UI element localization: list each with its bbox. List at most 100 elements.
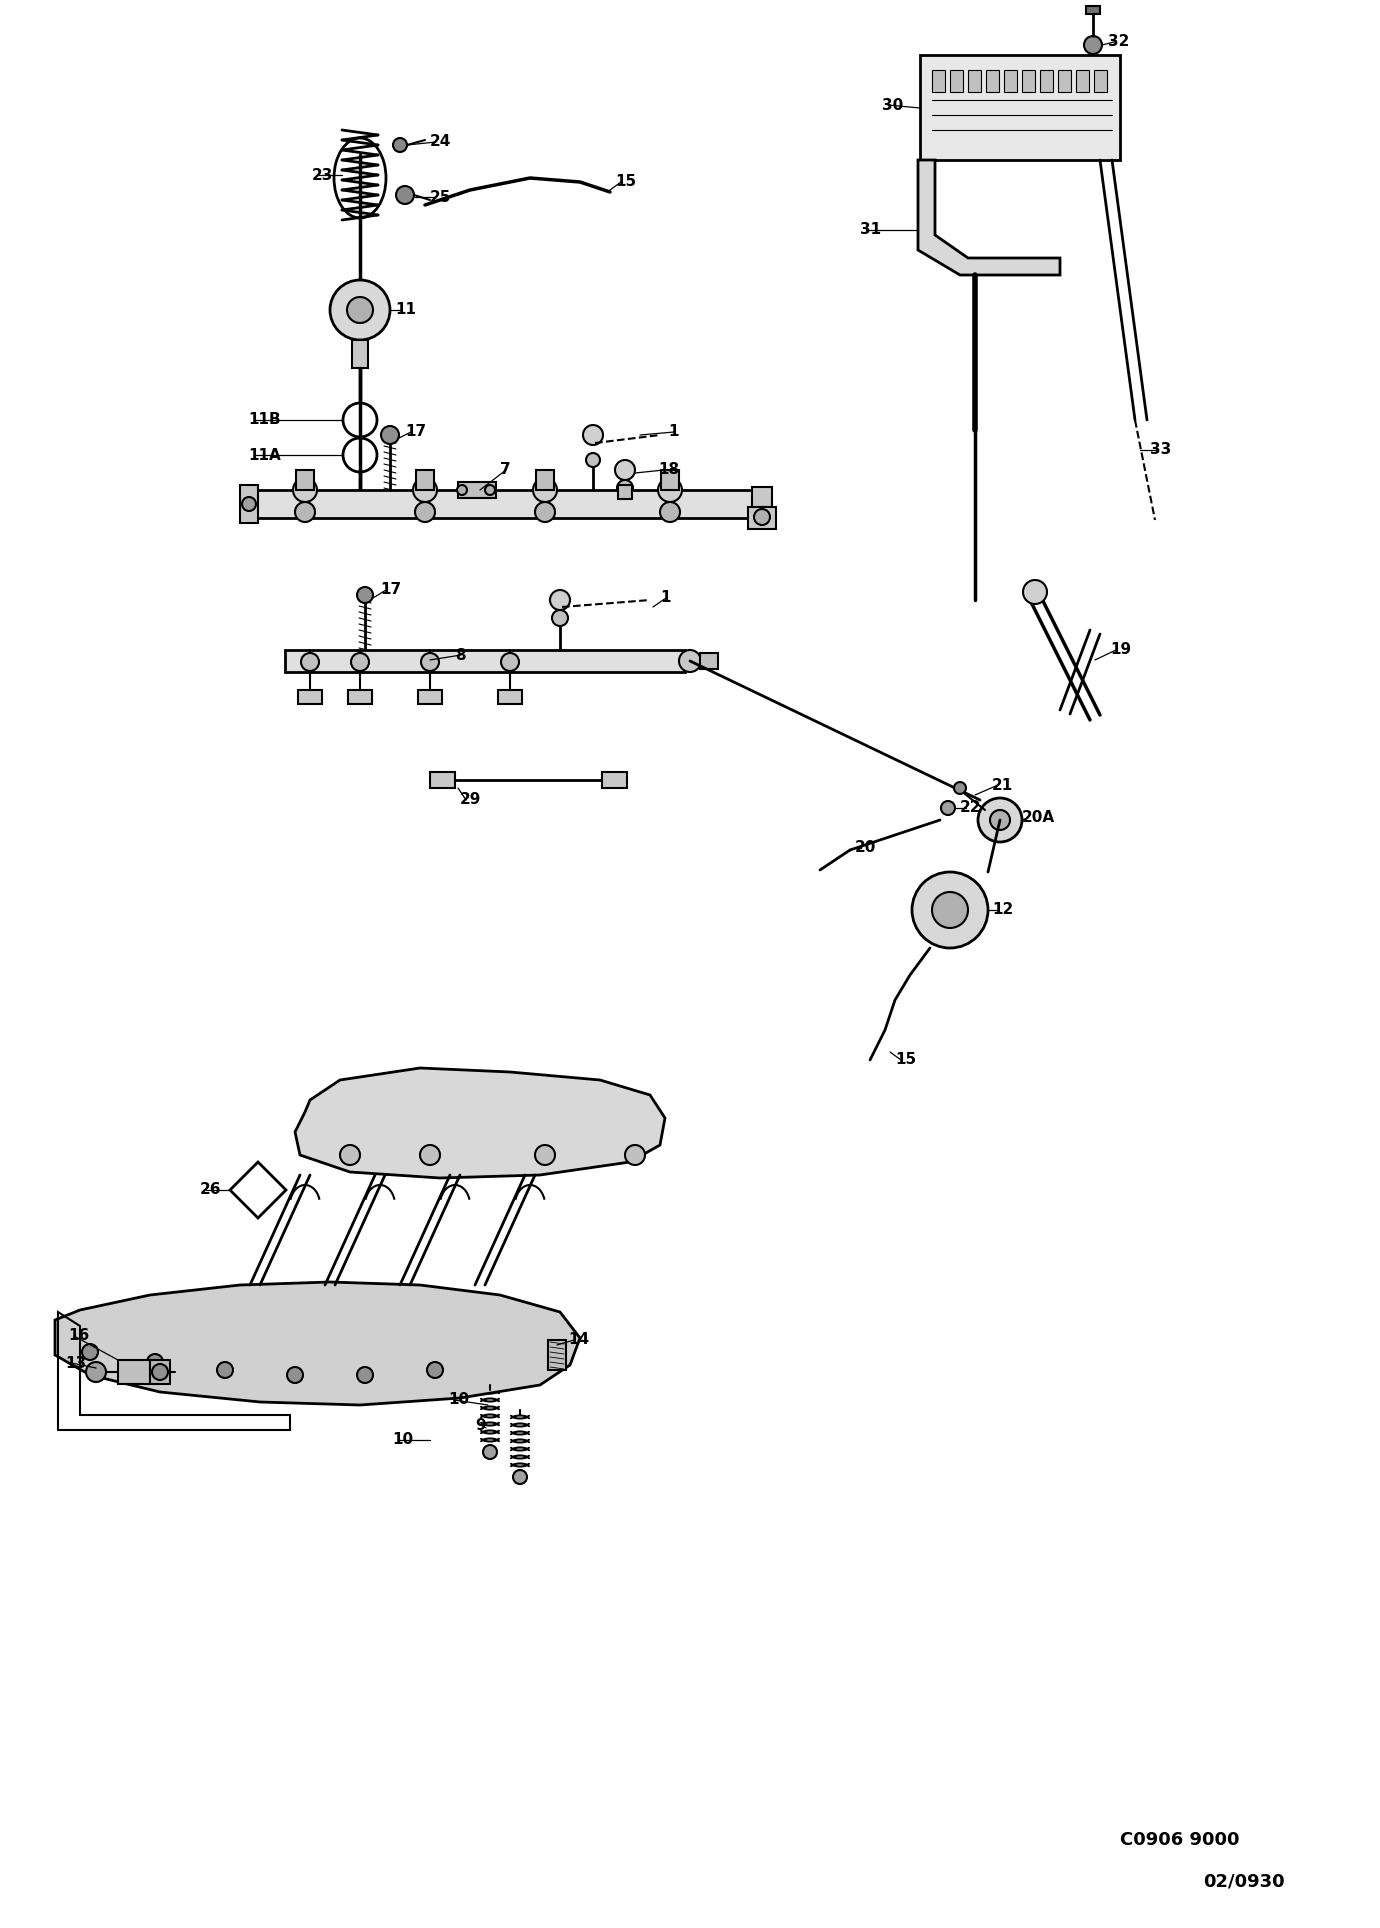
Circle shape [293,478,317,501]
Bar [240,486,258,522]
Circle shape [357,586,373,603]
Polygon shape [55,1282,580,1406]
Circle shape [483,1444,497,1459]
Circle shape [586,453,600,467]
Circle shape [533,478,558,501]
Circle shape [552,609,569,627]
Bar [348,690,373,704]
Bar [1041,69,1053,93]
Text: 31: 31 [860,222,880,237]
Text: 17: 17 [380,582,402,598]
Circle shape [535,1145,555,1165]
Circle shape [932,893,967,927]
Text: 1: 1 [660,590,671,605]
Circle shape [513,1469,527,1485]
Text: 12: 12 [992,902,1013,918]
Circle shape [241,497,257,511]
Bar [1086,6,1100,13]
Text: 10: 10 [392,1433,413,1448]
Circle shape [301,654,319,671]
Polygon shape [918,160,1060,276]
Bar [548,1340,566,1371]
Circle shape [551,590,570,609]
Circle shape [484,486,495,495]
Text: 23: 23 [312,168,334,183]
Circle shape [501,654,519,671]
Text: 26: 26 [200,1182,222,1197]
Text: 02/0930: 02/0930 [1203,1872,1285,1891]
Circle shape [660,501,680,522]
Bar [661,470,679,490]
Circle shape [351,654,368,671]
Circle shape [679,650,701,673]
Text: 21: 21 [992,777,1013,792]
Bar [255,490,755,519]
Text: 33: 33 [1150,443,1172,457]
Circle shape [912,871,988,949]
Text: 24: 24 [431,135,451,150]
Text: 1: 1 [668,424,679,440]
Bar [1023,69,1035,93]
Text: 11B: 11B [248,413,280,428]
Text: 16: 16 [68,1328,90,1344]
Circle shape [217,1361,233,1379]
Circle shape [954,783,966,794]
Circle shape [426,1361,443,1379]
Circle shape [753,509,770,524]
Circle shape [989,810,1010,829]
Circle shape [287,1367,304,1382]
Circle shape [658,478,682,501]
Text: 13: 13 [65,1355,86,1371]
Circle shape [941,800,955,816]
Bar [618,486,632,499]
Circle shape [421,654,439,671]
Bar [748,507,776,528]
Bar [418,690,442,704]
Bar [1058,69,1071,93]
Text: 8: 8 [455,648,465,663]
Circle shape [148,1353,163,1371]
Circle shape [393,139,407,152]
Polygon shape [230,1163,286,1218]
Circle shape [295,501,315,522]
Circle shape [1023,580,1047,603]
Circle shape [457,486,466,495]
Text: 32: 32 [1108,35,1129,50]
Text: 11A: 11A [248,447,280,463]
Circle shape [420,1145,440,1165]
Bar [535,470,553,490]
Polygon shape [295,1068,665,1178]
Bar [458,482,495,497]
Circle shape [535,501,555,522]
Bar [286,650,684,673]
Bar [700,654,718,669]
Circle shape [357,1367,373,1382]
Bar [298,690,322,704]
Text: 30: 30 [882,98,904,112]
Bar [752,488,771,507]
Circle shape [625,1145,644,1165]
Text: C0906 9000: C0906 9000 [1121,1832,1241,1849]
Text: 17: 17 [404,424,426,440]
Text: 20: 20 [856,841,876,856]
Bar [967,69,981,93]
Bar [1094,69,1107,93]
Bar [295,470,315,490]
Bar [498,690,522,704]
Bar [431,771,455,789]
Text: 7: 7 [500,463,511,478]
Text: 10: 10 [448,1392,469,1407]
Circle shape [615,461,635,480]
Circle shape [617,480,633,495]
Bar [602,771,627,789]
Text: 18: 18 [658,463,679,478]
Bar [352,339,368,368]
Text: 22: 22 [960,800,981,816]
Text: 25: 25 [431,189,451,204]
Circle shape [346,297,373,324]
Text: 15: 15 [615,175,636,189]
Bar [985,69,999,93]
Text: 26: 26 [247,1182,269,1199]
Circle shape [86,1361,106,1382]
Text: 19: 19 [1110,642,1132,657]
